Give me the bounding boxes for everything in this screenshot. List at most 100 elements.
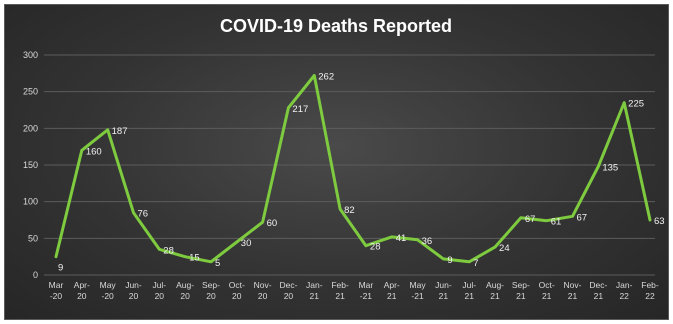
data-label-layer: 9 160 187 76 28 15 5 30 60 217 262 82 28 41 36 9 7 24 67 61…: [58, 72, 665, 274]
x-tick-label-line: 20: [77, 291, 87, 301]
x-tick-label-line: 20: [284, 291, 294, 301]
data-label: 15: [189, 253, 200, 264]
x-tick-label-line: Jan-: [306, 280, 323, 290]
x-tick-label-line: Dec-: [589, 280, 607, 290]
x-tick-label: May -20: [100, 280, 117, 301]
x-tick-label: Jan-21: [306, 280, 323, 301]
x-tick-label-line: Mar: [49, 280, 64, 290]
x-tick-label-line: Dec-: [279, 280, 297, 290]
x-tick-label-line: 20: [129, 291, 139, 301]
data-label: 76: [137, 209, 148, 220]
x-tick-label-line: 21: [542, 291, 552, 301]
data-label: 262: [318, 72, 334, 83]
x-tick-label: Oct-20: [229, 280, 245, 301]
x-tick-label: Feb-22: [641, 280, 659, 301]
x-tick-label-line: 20: [206, 291, 216, 301]
x-tick-label: Mar -21: [359, 280, 374, 301]
series-line-layer: [54, 74, 652, 264]
x-tick-label: Jun-20: [125, 280, 142, 301]
x-tick-label: Jul-21: [462, 280, 476, 301]
data-label: 67: [577, 212, 588, 223]
x-tick-label-line: Jun-: [435, 280, 452, 290]
y-tick-label: 150: [23, 160, 38, 170]
x-tick-label-line: Jul-: [462, 280, 476, 290]
x-tick-label-line: -21: [360, 291, 373, 301]
x-tick-label-line: Sep-: [202, 280, 220, 290]
chart-area: [4, 4, 669, 320]
x-tick-label-line: Oct-: [539, 280, 555, 290]
x-tick-label: Jul-20: [152, 280, 166, 301]
x-tick-label-line: -20: [102, 291, 115, 301]
x-tick-label-line: -21: [411, 291, 424, 301]
x-tick-label-line: 20: [232, 291, 242, 301]
chart-title: COVID-19 Deaths Reported: [220, 16, 452, 36]
x-tick-label-line: Nov-: [254, 280, 272, 290]
x-tick-label-line: -20: [50, 291, 63, 301]
x-tick-label-line: Aug-: [486, 280, 504, 290]
x-tick-label-line: Feb-: [331, 280, 349, 290]
x-tick-label: Sep-21: [512, 280, 530, 301]
x-tick-label-line: May: [100, 280, 117, 290]
x-tick-label: Mar -20: [49, 280, 64, 301]
data-label: 41: [396, 233, 407, 244]
x-tick-label-line: 21: [516, 291, 526, 301]
data-label: 82: [344, 205, 355, 216]
x-tick-label-line: Jan-: [616, 280, 633, 290]
x-tick-label-line: May: [410, 280, 427, 290]
x-tick-label-line: Aug-: [176, 280, 194, 290]
data-label: 30: [241, 238, 252, 249]
x-tick-label-line: 21: [594, 291, 604, 301]
x-tick-label: Dec-20: [279, 280, 297, 301]
x-tick-label-line: Apr-: [384, 280, 400, 290]
data-label: 9: [447, 255, 452, 266]
x-tick-label: Dec-21: [589, 280, 607, 301]
x-tick-label-line: 22: [619, 291, 629, 301]
x-tick-label: Aug-21: [486, 280, 504, 301]
x-tick-label-line: Nov-: [564, 280, 582, 290]
x-tick-label: Nov-21: [564, 280, 582, 301]
data-label: 135: [602, 162, 618, 173]
data-label: 63: [654, 216, 665, 227]
data-label: 28: [370, 242, 381, 253]
x-tick-label-line: Sep-: [512, 280, 530, 290]
data-label: 60: [267, 218, 278, 229]
y-tick-label: 100: [23, 197, 38, 207]
x-tick-label-line: 21: [387, 291, 397, 301]
x-tick-label-line: Oct-: [229, 280, 245, 290]
y-tick-label: 300: [23, 50, 38, 60]
y-tick-label: 250: [23, 87, 38, 97]
x-tick-label-line: 20: [155, 291, 165, 301]
x-tick-label: Apr-21: [384, 280, 400, 301]
data-label: 36: [422, 236, 433, 247]
x-tick-label-line: 21: [310, 291, 320, 301]
x-tick-label: Aug-20: [176, 280, 194, 301]
data-label: 9: [58, 263, 63, 274]
series-line: [54, 74, 652, 264]
x-tick-label-line: 20: [180, 291, 190, 301]
x-tick-label: Oct-21: [539, 280, 555, 301]
data-label: 7: [473, 258, 478, 269]
data-label: 24: [499, 243, 510, 254]
data-label: 28: [163, 245, 174, 256]
x-tick-label-line: Feb-: [641, 280, 659, 290]
x-tick-label-line: 21: [490, 291, 500, 301]
y-tick-label: 0: [33, 270, 38, 280]
data-label: 217: [292, 104, 308, 115]
x-tick-label-line: 21: [439, 291, 449, 301]
x-tick-label: Feb-21: [331, 280, 349, 301]
data-label: 187: [112, 126, 128, 137]
x-tick-label-line: Apr-: [74, 280, 90, 290]
x-tick-label-line: 21: [464, 291, 474, 301]
x-tick-label: Nov-20: [254, 280, 272, 301]
x-tick-label-line: 22: [645, 291, 655, 301]
y-tick-label: 50: [28, 233, 38, 243]
data-label: 61: [551, 217, 562, 228]
data-label: 5: [215, 258, 220, 269]
data-label: 160: [86, 146, 102, 157]
x-tick-label-line: 20: [258, 291, 268, 301]
x-tick-label-line: Jun-: [125, 280, 142, 290]
x-tick-label-line: Mar: [359, 280, 374, 290]
x-tick-label-line: 21: [335, 291, 345, 301]
